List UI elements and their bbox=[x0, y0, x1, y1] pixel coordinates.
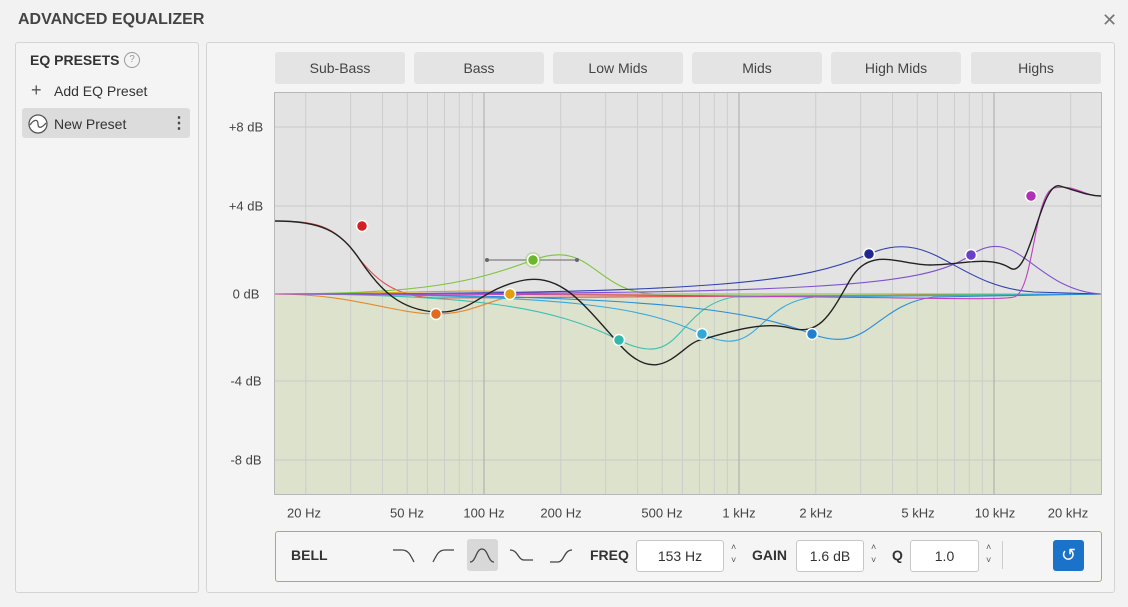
freq-label: 500 Hz bbox=[641, 505, 683, 521]
band-tab[interactable]: High Mids bbox=[831, 52, 961, 84]
gain-input[interactable]: 1.6 dB bbox=[796, 540, 864, 572]
filter-shapes[interactable] bbox=[390, 544, 580, 568]
gain-label: 0 dB bbox=[232, 286, 260, 302]
q-input[interactable]: 1.0 bbox=[910, 540, 979, 572]
add-icon: + bbox=[31, 80, 42, 100]
gain-label: -8 dB bbox=[230, 452, 262, 468]
window-title: ADVANCED EQUALIZER bbox=[18, 11, 205, 28]
freq-label: 50 Hz bbox=[390, 505, 424, 521]
gain-label: GAIN bbox=[752, 547, 787, 563]
freq-label: 10 kHz bbox=[974, 505, 1016, 521]
preset-name[interactable]: New Preset bbox=[54, 116, 127, 132]
gain-spinner[interactable]: ˄ ˅ bbox=[871, 542, 877, 565]
gain-label: -4 dB bbox=[230, 373, 262, 389]
preset-icon bbox=[28, 114, 48, 134]
band-tab[interactable]: Bass bbox=[414, 52, 544, 84]
presets-heading: EQ PRESETS bbox=[30, 52, 120, 68]
freq-label: FREQ bbox=[590, 547, 629, 563]
add-preset[interactable]: Add EQ Preset bbox=[54, 83, 148, 99]
band-tab[interactable]: Mids bbox=[692, 52, 822, 84]
gain-label: +4 dB bbox=[228, 198, 264, 214]
band-tab[interactable]: Sub-Bass bbox=[275, 52, 405, 84]
q-spinner[interactable]: ˄ ˅ bbox=[986, 542, 992, 565]
eq-graph bbox=[274, 92, 1102, 495]
freq-label: 2 kHz bbox=[799, 505, 833, 521]
freq-label: 5 kHz bbox=[901, 505, 935, 521]
reset-button[interactable]: ↺ bbox=[1053, 540, 1084, 571]
freq-label: 200 Hz bbox=[540, 505, 582, 521]
close-button[interactable]: ✕ bbox=[1102, 10, 1118, 30]
freq-label: 100 Hz bbox=[463, 505, 505, 521]
help-icon[interactable]: ? bbox=[124, 52, 140, 68]
freq-input[interactable]: 153 Hz bbox=[636, 540, 724, 572]
selected-filter-bg bbox=[467, 539, 498, 571]
freq-spinner[interactable]: ˄ ˅ bbox=[731, 542, 737, 565]
band-tab[interactable]: Highs bbox=[971, 52, 1101, 84]
band-tab[interactable]: Low Mids bbox=[553, 52, 683, 84]
filter-type: BELL bbox=[291, 547, 328, 563]
divider bbox=[1002, 541, 1003, 569]
gain-label: +8 dB bbox=[228, 119, 264, 135]
freq-label: 20 kHz bbox=[1047, 505, 1089, 521]
q-label: Q bbox=[892, 547, 903, 563]
preset-row[interactable] bbox=[22, 108, 190, 138]
freq-label: 1 kHz bbox=[722, 505, 756, 521]
freq-label: 20 Hz bbox=[287, 505, 321, 521]
preset-menu[interactable]: ⋮ bbox=[171, 115, 187, 132]
